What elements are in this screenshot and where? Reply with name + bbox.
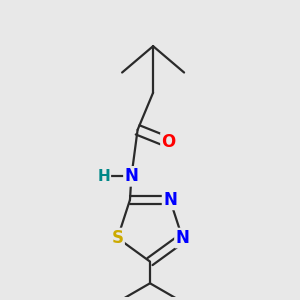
Text: S: S (112, 229, 124, 247)
Text: N: N (176, 229, 189, 247)
Text: H: H (97, 169, 110, 184)
Text: N: N (124, 167, 138, 185)
Text: O: O (161, 133, 176, 151)
Text: N: N (163, 191, 177, 209)
